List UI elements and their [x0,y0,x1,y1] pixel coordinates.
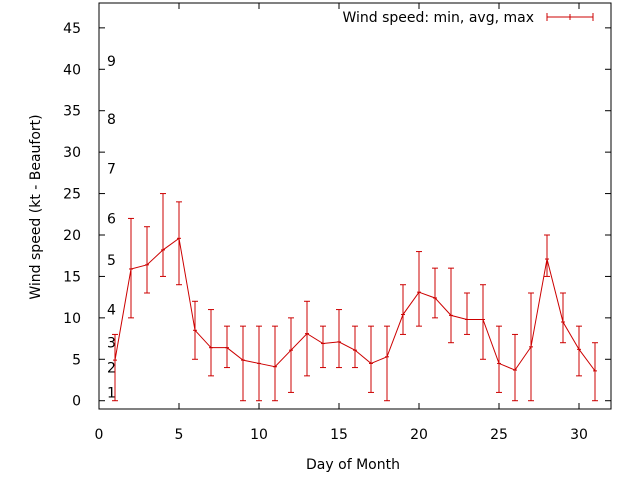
x-axis: 0 5 10 15 20 25 30 [95,3,588,443]
y-tick-label: 25 [63,187,81,203]
y-tick-label: 20 [63,228,81,244]
y-axis-label: Wind speed (kt - Beaufort) [28,114,44,299]
beaufort-label: 5 [107,253,116,269]
x-tick-label: 20 [410,427,428,443]
beaufort-label: 4 [107,303,116,319]
x-tick-label: 10 [250,427,268,443]
y-tick-label: 15 [63,269,81,285]
legend-label: Wind speed: min, avg, max [342,10,534,26]
beaufort-label: 1 [107,385,116,401]
x-tick-label: 25 [490,427,508,443]
y-tick-label: 35 [63,104,81,120]
beaufort-label: 9 [107,54,116,70]
y-tick-label: 10 [63,311,81,327]
plot-frame [98,2,612,410]
beaufort-scale-labels: 1 2 3 4 5 6 7 8 9 [107,54,116,401]
x-tick-label: 30 [570,427,588,443]
y-tick-label: 0 [72,394,81,410]
beaufort-label: 6 [107,211,116,227]
y-tick-label: 5 [72,352,81,368]
x-axis-label: Day of Month [306,457,400,473]
beaufort-label: 2 [107,361,116,377]
y-tick-label: 30 [63,145,81,161]
x-tick-label: 15 [330,427,348,443]
y-tick-label: 45 [63,21,81,37]
beaufort-label: 8 [107,112,116,128]
error-bars [112,193,598,402]
x-tick-label: 0 [95,427,104,443]
y-tick-label: 40 [63,62,81,78]
data-points [113,237,597,372]
legend: Wind speed: min, avg, max [342,10,594,26]
beaufort-label: 7 [107,162,116,178]
beaufort-label: 3 [107,336,116,352]
x-tick-label: 5 [175,427,184,443]
